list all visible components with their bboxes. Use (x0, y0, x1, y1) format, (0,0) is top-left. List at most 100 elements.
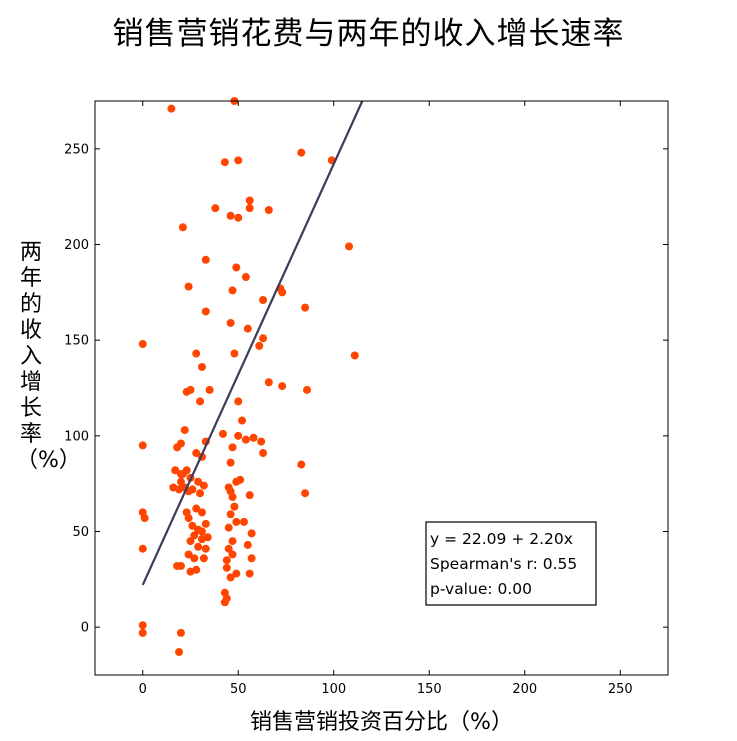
data-point (176, 628, 185, 637)
data-point (264, 378, 273, 387)
data-point (196, 397, 205, 406)
data-point (249, 433, 258, 442)
data-point (245, 569, 254, 578)
data-point (182, 466, 191, 475)
data-point (190, 531, 199, 540)
data-point (197, 535, 206, 544)
data-point (301, 489, 310, 498)
data-point (234, 156, 243, 165)
data-point (201, 307, 210, 316)
data-point (238, 416, 247, 425)
stats-line: y = 22.09 + 2.20x (430, 530, 573, 548)
data-point (199, 554, 208, 563)
data-point (234, 213, 243, 222)
stats-annotation: y = 22.09 + 2.20x Spearman's r: 0.55 p-val… (425, 521, 597, 606)
data-point (245, 204, 254, 213)
data-point (138, 441, 147, 450)
data-point (188, 521, 197, 530)
data-point (178, 223, 187, 232)
data-point (241, 435, 250, 444)
stats-line: p-value: 0.00 (430, 580, 532, 598)
data-point (222, 563, 231, 572)
data-point (188, 485, 197, 494)
x-tick-label: 50 (230, 682, 247, 697)
data-point (197, 527, 206, 536)
y-axis-label: 两年的收入增长率（%） (16, 240, 81, 473)
x-tick-label: 100 (321, 682, 346, 697)
data-point (303, 385, 312, 394)
data-point (138, 339, 147, 348)
data-point (228, 550, 237, 559)
data-point (175, 648, 184, 657)
y-tick-label: 50 (72, 525, 89, 540)
y-tick-label: 100 (64, 429, 89, 444)
y-tick-label: 250 (64, 142, 89, 157)
data-point (264, 206, 273, 215)
data-point (138, 621, 147, 630)
x-axis-ticks: 0 50 100 150 200 250 (139, 101, 633, 697)
data-point (259, 334, 268, 343)
x-axis-label: 销售营销投资百分比（%） (250, 710, 513, 735)
data-point (226, 458, 235, 467)
data-point (297, 460, 306, 469)
plot-frame (94, 100, 669, 676)
data-point (194, 477, 203, 486)
data-point (138, 544, 147, 553)
data-point (257, 437, 266, 446)
scatter-points (138, 97, 359, 657)
data-point (230, 502, 239, 511)
data-point (228, 537, 237, 546)
data-point (140, 514, 149, 523)
data-point (243, 540, 252, 549)
data-point (236, 475, 245, 484)
data-point (218, 429, 227, 438)
data-point (228, 286, 237, 295)
data-point (255, 341, 264, 350)
data-point (224, 544, 233, 553)
data-point (167, 104, 176, 113)
data-point (176, 439, 185, 448)
data-point (192, 504, 201, 513)
chart-title: 销售营销花费与两年的收入增长速率 (112, 16, 625, 52)
data-point (176, 477, 185, 486)
data-point (220, 598, 229, 607)
data-point (197, 508, 206, 517)
data-point (201, 519, 210, 528)
data-point (184, 282, 193, 291)
data-point (222, 556, 231, 565)
data-point (228, 443, 237, 452)
stats-line: Spearman's r: 0.55 (430, 555, 577, 573)
data-point (184, 514, 193, 523)
data-point (232, 263, 241, 272)
data-point (234, 397, 243, 406)
data-point (192, 565, 201, 574)
data-point (197, 362, 206, 371)
data-point (205, 385, 214, 394)
data-point (247, 554, 256, 563)
data-point (278, 382, 287, 391)
data-point (241, 273, 250, 282)
x-tick-label: 150 (417, 682, 442, 697)
data-point (239, 517, 248, 526)
regression-line (141, 100, 364, 586)
data-point (247, 529, 256, 538)
data-point (176, 561, 185, 570)
data-point (138, 628, 147, 637)
data-point (211, 204, 220, 213)
data-point (226, 211, 235, 220)
x-tick-label: 200 (512, 682, 537, 697)
data-point (190, 554, 199, 563)
data-point (192, 449, 201, 458)
data-point (350, 351, 359, 360)
y-axis-ticks: 0 50 100 150 200 250 (64, 142, 668, 636)
data-point (301, 303, 310, 312)
data-point (201, 544, 210, 553)
data-point (243, 324, 252, 333)
data-point (345, 242, 354, 251)
data-point (226, 510, 235, 519)
data-point (230, 349, 239, 358)
data-point (245, 196, 254, 205)
data-point (224, 523, 233, 532)
data-point (226, 573, 235, 582)
